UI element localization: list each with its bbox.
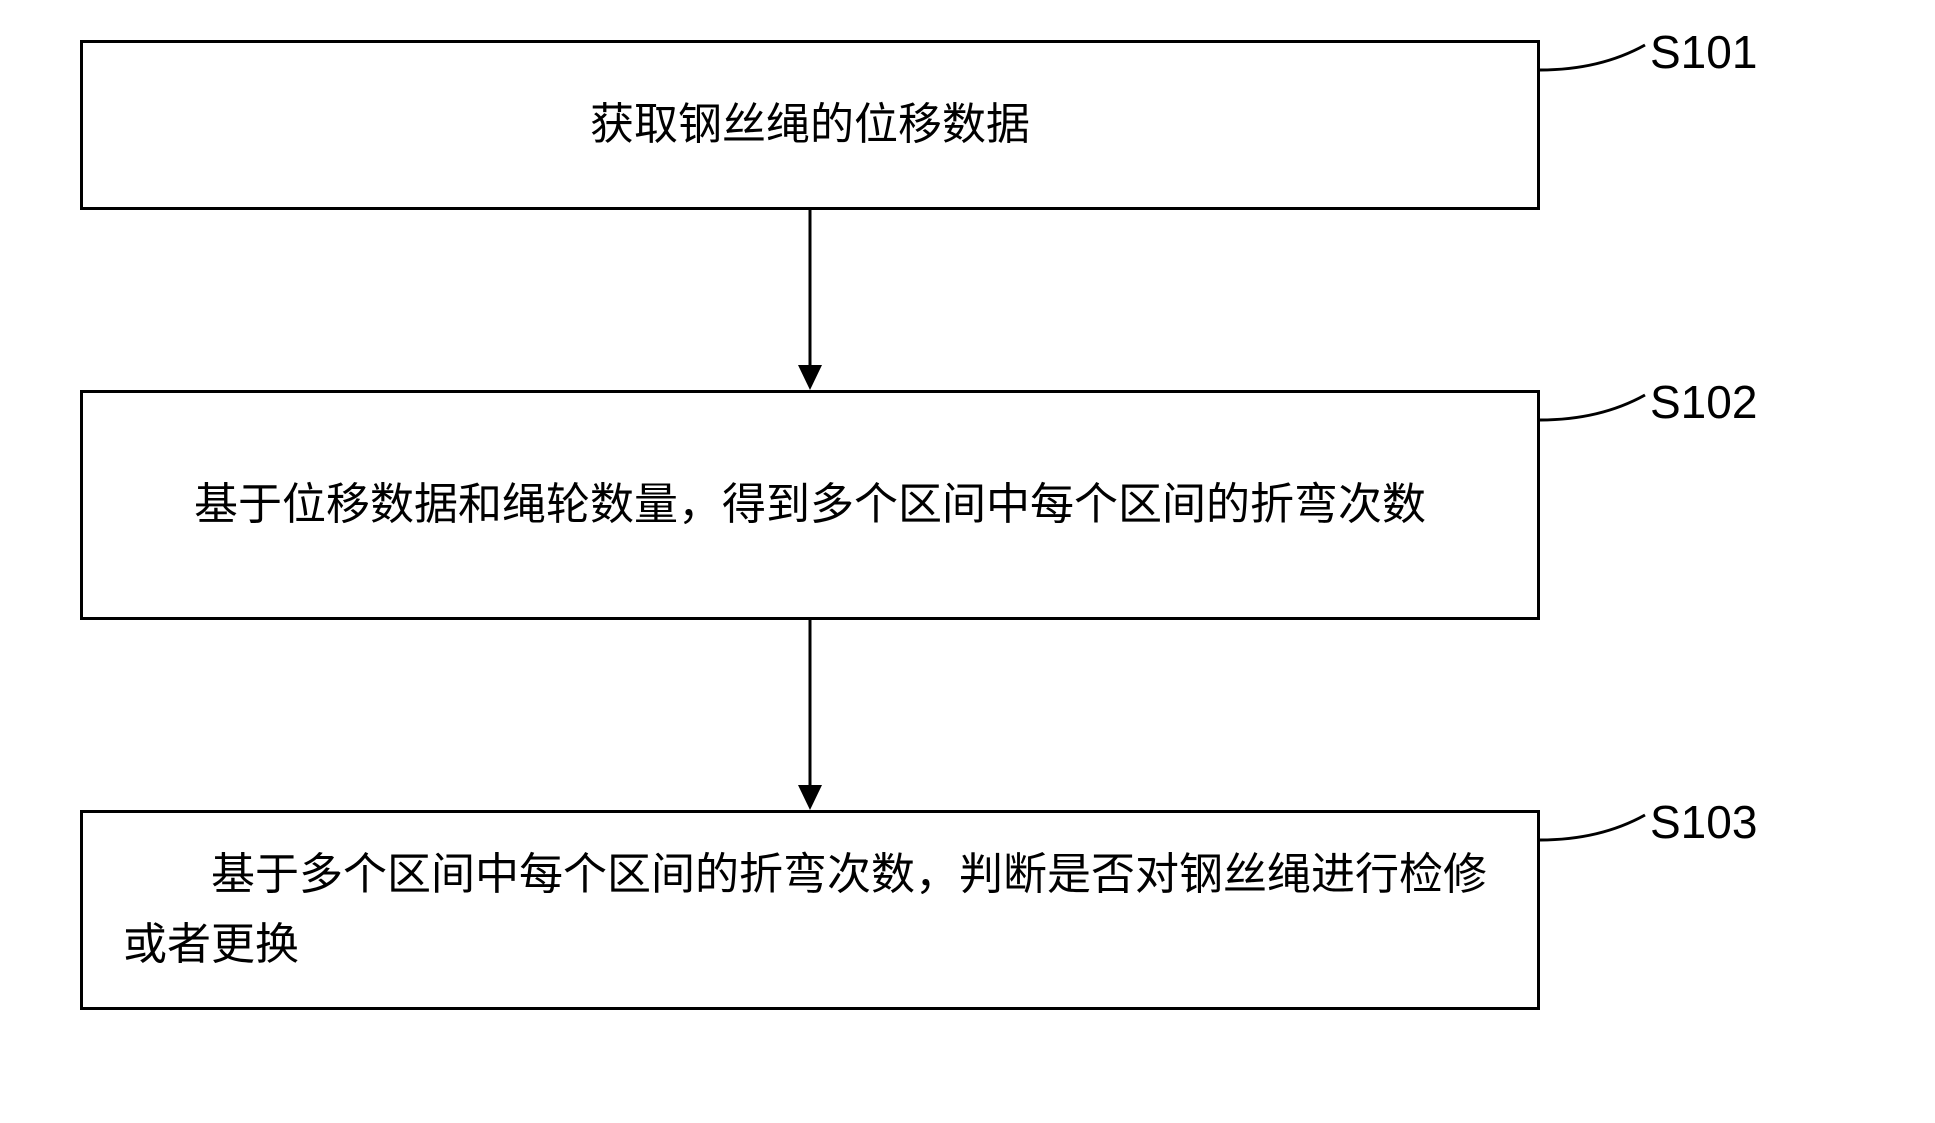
node-label-s101: S101 [1650, 25, 1757, 79]
flowchart-node-s101: 获取钢丝绳的位移数据 [80, 40, 1540, 210]
arrow-s102-s103 [795, 620, 825, 810]
node-text: 基于多个区间中每个区间的折弯次数，判断是否对钢丝绳进行检修或者更换 [123, 840, 1497, 981]
node-label-s102: S102 [1650, 375, 1757, 429]
node-text: 基于位移数据和绳轮数量，得到多个区间中每个区间的折弯次数 [123, 470, 1497, 540]
arrow-s101-s102 [795, 210, 825, 390]
label-connector-s101 [1540, 30, 1650, 80]
label-connector-s103 [1540, 800, 1650, 850]
flowchart-node-s103: 基于多个区间中每个区间的折弯次数，判断是否对钢丝绳进行检修或者更换 [80, 810, 1540, 1010]
flowchart-node-s102: 基于位移数据和绳轮数量，得到多个区间中每个区间的折弯次数 [80, 390, 1540, 620]
node-label-s103: S103 [1650, 795, 1757, 849]
label-connector-s102 [1540, 380, 1650, 430]
node-text: 获取钢丝绳的位移数据 [123, 90, 1497, 160]
